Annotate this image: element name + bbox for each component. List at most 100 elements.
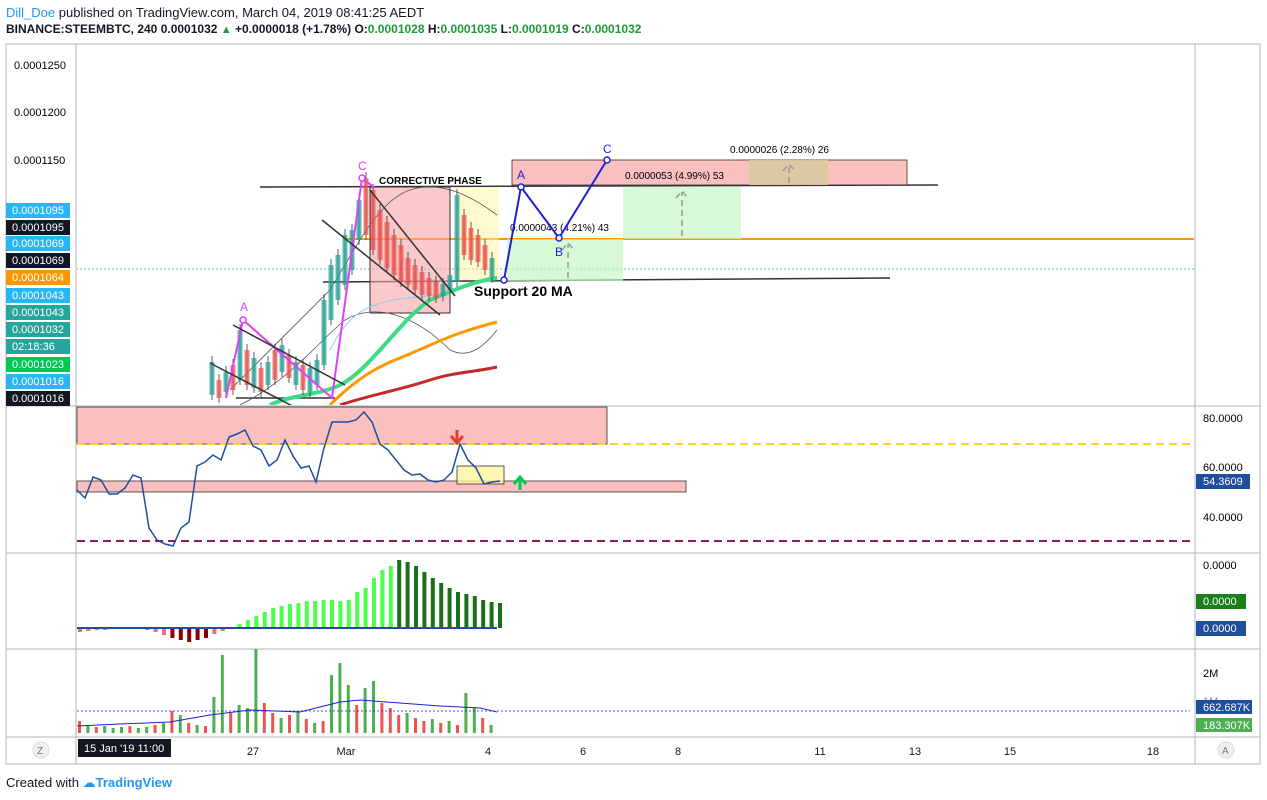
candle [468,228,474,260]
price-tag-text: 0.0001095 [12,222,64,234]
volume-bar [279,718,283,733]
histogram-bar [279,606,284,628]
time-tick: 4 [485,746,491,758]
wave-label-a1: A [240,300,248,314]
histogram-bar [338,601,343,628]
tradingview-brand[interactable]: TradingView [95,775,172,790]
publish-line: Dill_Doe published on TradingView.com, M… [6,5,424,20]
hist-tag-1-text: 0.0000 [1203,596,1237,608]
volume-bar [187,723,191,733]
author-link[interactable]: Dill_Doe [6,5,56,20]
candle [216,380,222,398]
candle [412,265,418,290]
histogram-bar [304,601,309,628]
open-label: O: [354,22,368,36]
time-tick: 8 [675,746,681,758]
projection-arrows [561,162,796,278]
volume-bar [414,718,417,733]
symbol-label[interactable]: BINANCE:STEEMBTC, 240 [6,22,158,36]
target-zone-1[interactable] [507,239,623,281]
cursor-time-tag [78,739,171,757]
volume-pane[interactable] [78,649,493,733]
close-value: 0.0001032 [584,22,642,36]
time-axis[interactable]: 27 Mar 4 6 8 11 13 15 18 [247,746,1159,758]
volume-bar [229,713,233,733]
candle [482,245,488,270]
candles[interactable] [209,172,495,403]
price-tag-text: 0.0001016 [12,393,64,405]
histogram-bar [288,604,292,628]
volume-bar [397,715,401,733]
candle [258,368,264,392]
volume-bar [338,663,342,733]
candle [391,235,397,275]
zoom-reset-button[interactable] [32,741,50,759]
price-tag [6,322,70,337]
volume-tick: 2M [1203,668,1218,680]
projection-label-3: 0.0000026 (2.28%) 26 [730,145,829,156]
volume-bar [296,711,300,733]
histogram-bar [237,624,242,628]
histogram-bar [321,600,326,628]
volume-tag-1 [1196,700,1252,714]
volume-bar [472,708,476,733]
price-change: +0.0000018 (+1.78%) [235,22,352,36]
price-tag [6,220,70,235]
rsi-overbought-zone [76,406,608,445]
volume-bar [422,721,426,733]
created-with-text: Created with [6,775,79,790]
candle [230,365,236,390]
candle [293,362,299,385]
time-tick: 6 [580,746,586,758]
resistance-zone[interactable] [511,159,908,186]
volume-bar [162,723,165,733]
price-tag-text: 0.0001016 [12,376,64,388]
auto-scale-label: A [1222,746,1229,757]
zoom-reset-label: Z [37,746,43,757]
candle [489,258,495,278]
price-tag-text: 0.0001069 [12,238,64,250]
price-pane[interactable]: CORRECTIVE PHASE 0.0000043 (4.21%) 43 0.… [76,142,1195,410]
histogram-bar [86,628,91,631]
histogram-bar [153,628,158,632]
candle [398,245,404,282]
volume-bar [380,703,384,733]
high-label: H: [427,22,441,36]
time-tick: 11 [814,746,825,758]
candle [419,272,425,295]
volume-bar [388,708,392,733]
price-tag [6,357,70,372]
volume-bar [246,708,249,733]
time-tick: 13 [909,746,921,758]
volume-bar [136,728,140,733]
price-tag [6,374,70,389]
histogram-bar [380,570,385,628]
price-tag [6,270,70,285]
histogram-bar [220,628,225,631]
histogram-bar [178,628,183,640]
volume-bar [271,713,275,733]
histogram-pane[interactable] [78,560,502,642]
volume-bar [481,718,485,733]
histogram-bar [481,600,486,628]
histogram-bar [204,628,208,638]
histogram-bar [430,578,435,628]
volume-bar [304,719,308,733]
price-tag-text: 0.0001043 [12,290,64,302]
candle [447,275,453,290]
auto-scale-button[interactable] [1217,741,1235,759]
tradingview-logo-icon[interactable]: ☁ [82,775,96,790]
price-tag-text: 0.0001032 [12,324,64,336]
price-tag [6,236,70,251]
low-label: L: [500,22,512,36]
channel-line-2 [369,189,456,297]
close-label: C: [572,22,585,36]
candle [440,284,446,296]
projection-label-1: 0.0000043 (4.21%) 43 [510,223,609,234]
up-arrow-icon: ▲ [220,24,232,36]
price-tag-text: 0.0001043 [12,307,64,319]
histogram-bar [313,601,318,628]
red-down-arrow-icon [449,430,465,446]
rsi-pane[interactable] [76,406,1190,547]
